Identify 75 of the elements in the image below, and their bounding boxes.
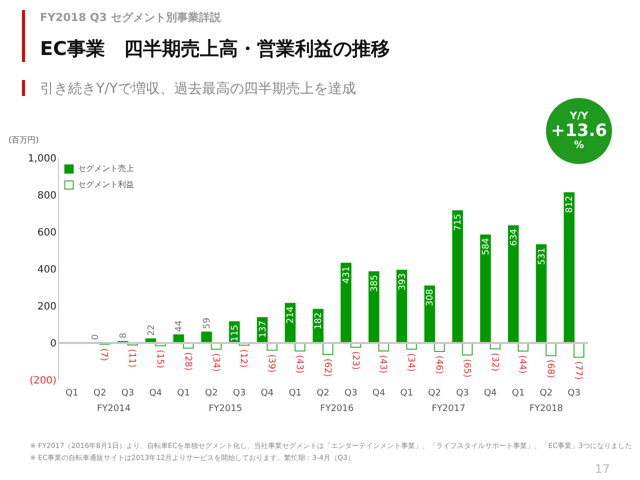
- x-tick-label: Q3: [568, 388, 580, 398]
- x-tick-label: Q3: [456, 388, 469, 398]
- data-label: (34): [210, 353, 220, 372]
- x-tick-label: Q1: [512, 388, 525, 398]
- data-label: 812: [565, 196, 576, 213]
- x-tick-label: Q3: [344, 388, 358, 398]
- x-tick-label: Q3: [121, 388, 134, 398]
- x-tick-label: Q4: [149, 388, 162, 398]
- y-tick-label: 600: [37, 228, 56, 238]
- data-label: 385: [370, 274, 380, 292]
- data-label: (15): [154, 350, 165, 368]
- text: FY2018: [529, 404, 564, 414]
- y-tick-label: 400: [37, 264, 56, 276]
- data-label: (7): [98, 348, 109, 362]
- y-axis-title: (百万円): [8, 136, 39, 144]
- x-tick-label: Q4: [372, 388, 386, 398]
- data-label: (11): [126, 349, 137, 368]
- data-label: 22: [146, 324, 157, 336]
- data-label: (12): [238, 349, 248, 368]
- data-label: (68): [545, 360, 556, 378]
- data-label: (43): [378, 354, 388, 374]
- data-label: (28): [182, 352, 192, 371]
- legend-label: セグメント売上: [78, 164, 134, 173]
- x-tick-label: Q2: [428, 388, 441, 398]
- x-tick-label: Q2: [316, 388, 330, 398]
- text: 17: [594, 462, 610, 476]
- text: FY2018 Q3 セグメント別事業詳説: [40, 10, 221, 25]
- data-label: 59: [202, 317, 213, 330]
- y-tick-label: 0: [50, 338, 56, 350]
- data-label: 8: [118, 332, 129, 339]
- x-tick-label: Q1: [177, 388, 190, 398]
- x-tick-label: Q1: [66, 388, 78, 398]
- x-tick-label: Q1: [288, 388, 302, 398]
- data-label: (46): [433, 356, 444, 374]
- x-tick-label: Q2: [93, 388, 106, 398]
- x-tick-label: Q4: [484, 388, 498, 398]
- y-tick-label: 1,000: [28, 154, 56, 164]
- data-label: 531: [537, 248, 548, 265]
- data-label: (65): [461, 359, 472, 378]
- y-tick-label: 800: [37, 190, 56, 202]
- text: FY2014: [96, 404, 131, 414]
- x-tick-label: Q2: [540, 388, 553, 398]
- data-label: (23): [350, 351, 360, 370]
- x-tick-label: Q1: [400, 388, 414, 398]
- data-label: (62): [322, 358, 332, 377]
- data-label: (34): [406, 353, 416, 372]
- chart-title: EC事業 四半期売上高・営業利益の推移: [40, 37, 390, 62]
- chart-subtitle: 引き続きY/Yで増収、過去最高の四半期売上を達成: [40, 80, 356, 98]
- data-label: 431: [342, 266, 352, 284]
- data-label: 308: [426, 288, 436, 306]
- x-tick-label: Q2: [205, 388, 218, 398]
- data-label: 137: [258, 320, 268, 338]
- text: FY2016: [320, 404, 354, 414]
- data-label: 214: [286, 306, 296, 324]
- data-label: (43): [294, 354, 304, 374]
- data-label: (77): [572, 361, 583, 380]
- data-label: 393: [398, 273, 408, 290]
- data-label: 715: [454, 214, 464, 231]
- speech-bubble: Y/Y +13.6 %: [546, 98, 612, 164]
- data-label: 634: [509, 228, 520, 246]
- text: FY2017: [432, 404, 466, 414]
- data-label: (44): [517, 355, 528, 374]
- data-label: 182: [314, 312, 324, 330]
- data-label: 115: [230, 324, 240, 342]
- data-label: 44: [174, 320, 185, 332]
- x-tick-label: Q4: [260, 388, 274, 398]
- data-label: (39): [266, 354, 276, 373]
- text: FY2015: [208, 404, 242, 414]
- y-tick-label: (200): [30, 376, 57, 386]
- data-label: 584: [481, 238, 492, 256]
- legend-label: セグメント利益: [78, 180, 134, 189]
- x-tick-label: Q3: [232, 388, 246, 398]
- data-label: 0: [90, 334, 101, 340]
- data-label: (32): [489, 352, 500, 372]
- y-tick-label: 200: [37, 302, 56, 312]
